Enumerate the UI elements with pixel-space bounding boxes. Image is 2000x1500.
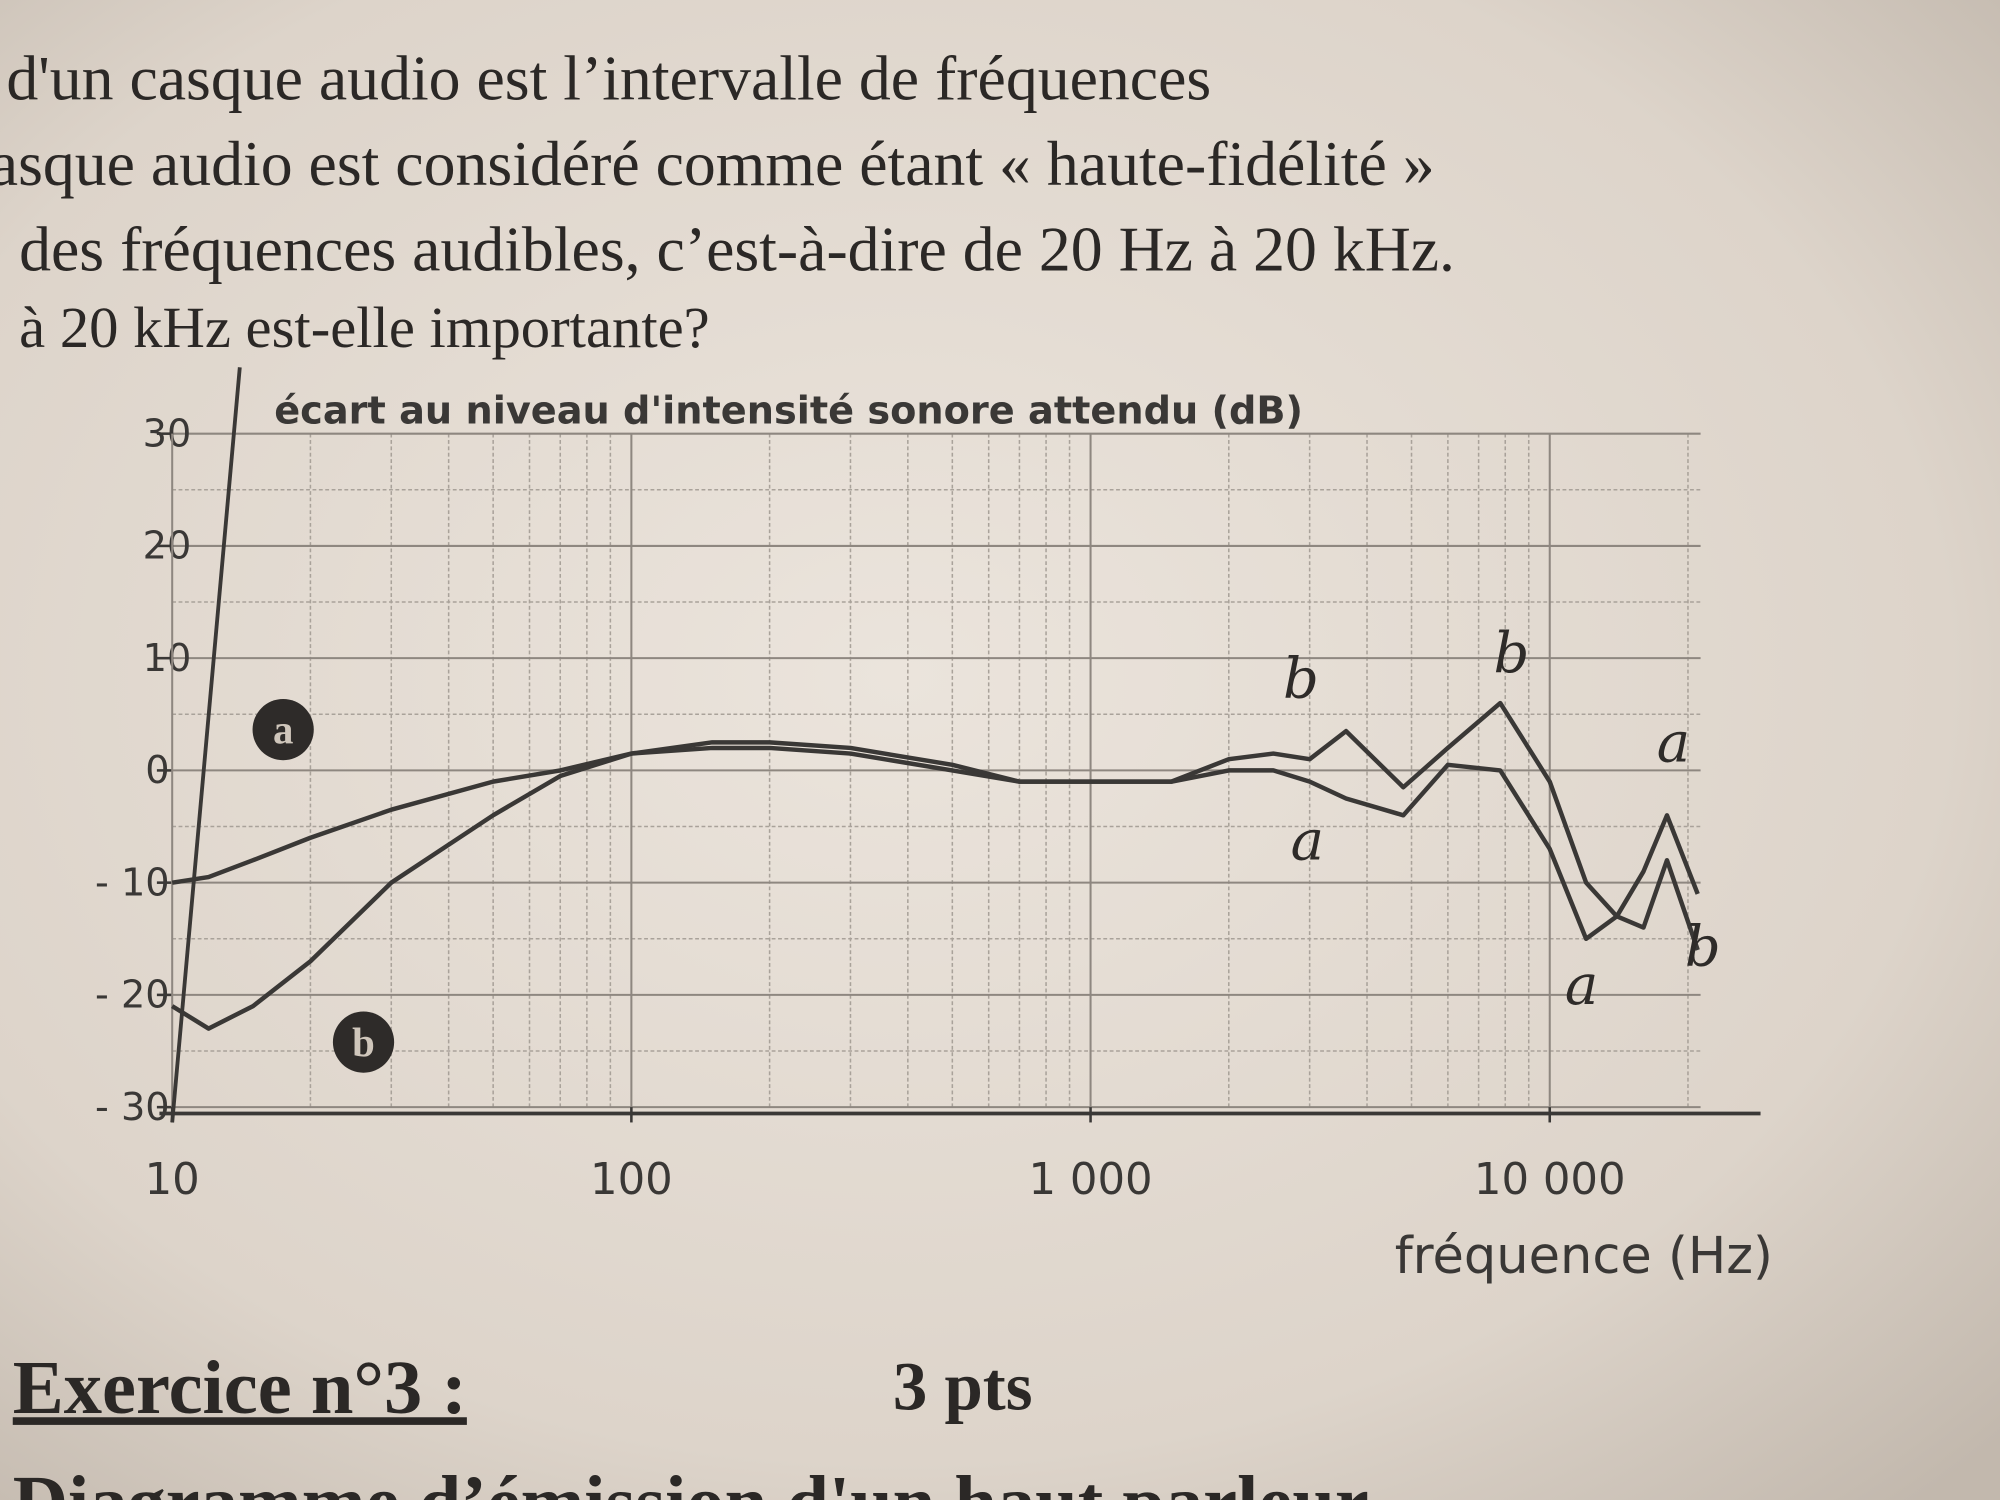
- annotation: a: [1657, 710, 1690, 775]
- text-line: d'un casque audio est l’intervalle de fr…: [6, 42, 1211, 113]
- annotation: b: [1283, 647, 1319, 712]
- annotation-circle: [332, 1011, 395, 1073]
- y-tick-label: - 20: [95, 973, 170, 1018]
- x-axis-label: fréquence (Hz): [1395, 1227, 1773, 1286]
- x-tick-label: 10: [145, 1155, 200, 1205]
- text-line: asque audio est considéré comme étant « …: [0, 128, 1435, 199]
- annotation: b: [1685, 915, 1721, 980]
- y-tick-label: 30: [143, 411, 192, 456]
- annotation: a: [1291, 809, 1324, 874]
- annotation: b: [1494, 621, 1530, 686]
- text-line: des fréquences audibles, c’est-à-dire de…: [19, 213, 1455, 284]
- text-line: Diagramme d’émission d'un haut parleur: [13, 1460, 1369, 1500]
- annotation: b: [352, 1020, 375, 1065]
- exercise-points: 3 pts: [893, 1348, 1033, 1424]
- y-tick-label: - 30: [95, 1085, 170, 1130]
- exercise-title: Exercice n°3 :: [13, 1345, 467, 1430]
- x-tick-label: 1 000: [1028, 1155, 1152, 1205]
- x-tick-label: 100: [590, 1155, 673, 1205]
- y-axis-label: écart au niveau d'intensité sonore atten…: [274, 388, 1303, 433]
- y-tick-label: 10: [143, 636, 192, 681]
- y-tick-label: 0: [145, 748, 169, 793]
- annotation-circle: [252, 698, 314, 761]
- y-axis: [170, 367, 242, 1123]
- annotation: a: [273, 708, 293, 753]
- chart: écart au niveau d'intensité sonore atten…: [95, 367, 1773, 1286]
- x-tick-label: 10 000: [1474, 1155, 1626, 1205]
- text-line: à 20 kHz est-elle importante?: [19, 295, 710, 360]
- y-tick-label: - 10: [95, 860, 170, 905]
- annotation: a: [1565, 953, 1598, 1018]
- data-line: [171, 700, 1700, 1031]
- y-tick-label: 20: [143, 524, 192, 569]
